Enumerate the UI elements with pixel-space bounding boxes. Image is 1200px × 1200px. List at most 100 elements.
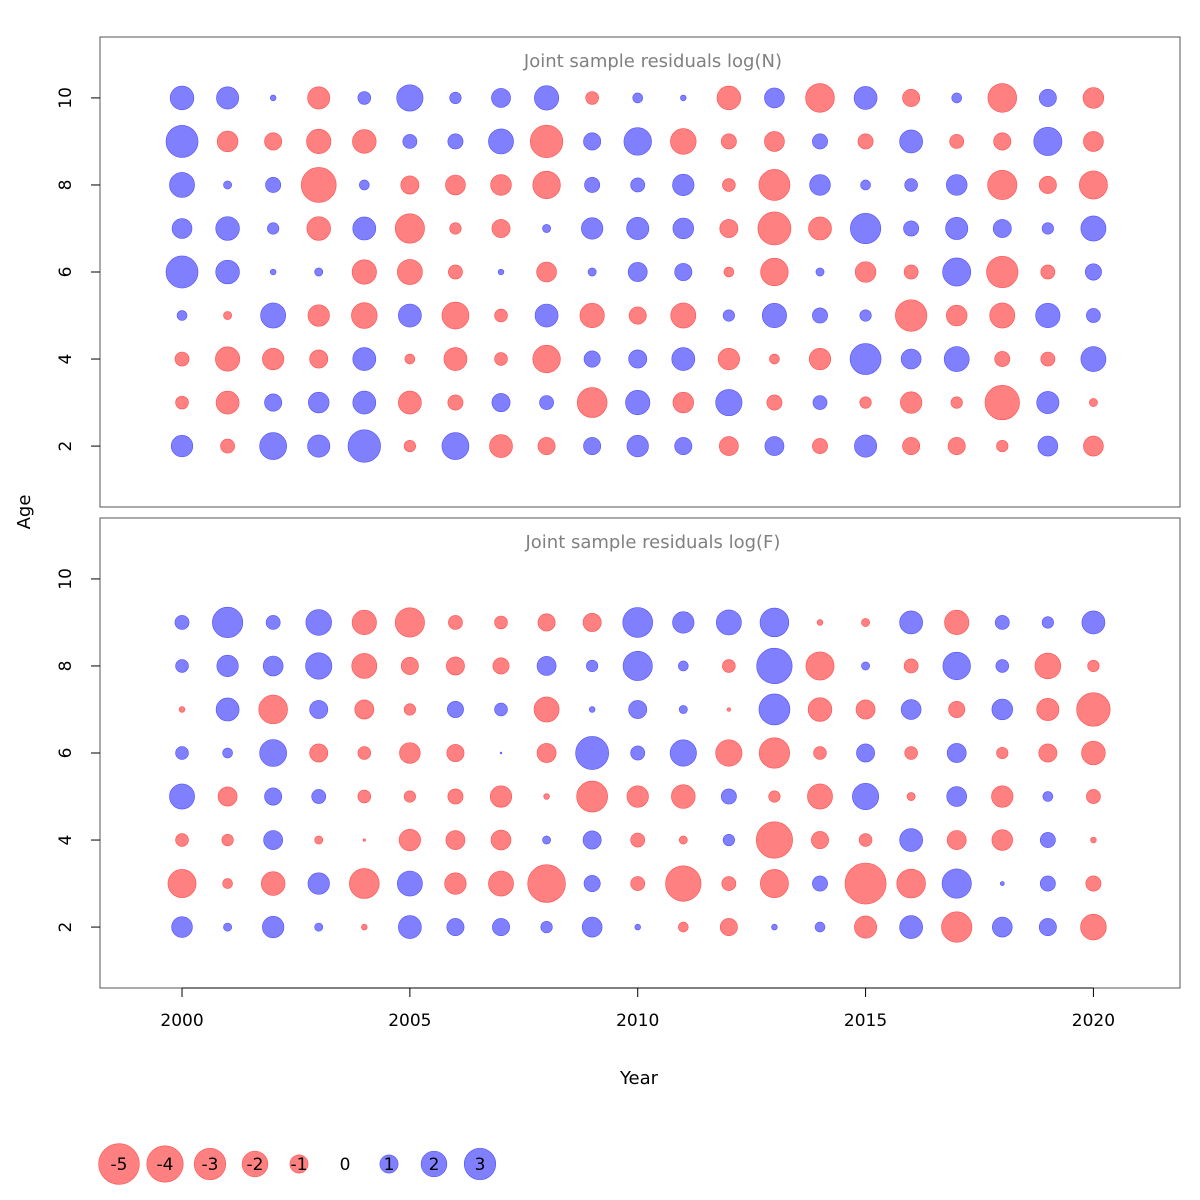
bubble xyxy=(680,94,687,102)
bubble xyxy=(947,437,966,456)
bubble xyxy=(527,864,566,903)
bubble xyxy=(269,94,277,102)
bubble xyxy=(309,700,329,719)
bubble xyxy=(991,829,1013,851)
bubble xyxy=(217,786,238,807)
bubble xyxy=(855,699,876,720)
bubble xyxy=(400,657,419,675)
legend-item: -1 xyxy=(289,1154,309,1175)
bubble xyxy=(808,216,832,241)
bubble xyxy=(1090,836,1097,844)
bubble xyxy=(991,785,1014,808)
bubble xyxy=(222,878,233,889)
legend-label: 0 xyxy=(340,1155,351,1175)
bubble xyxy=(576,780,608,813)
legend-bubble xyxy=(241,1150,269,1178)
bubble xyxy=(216,654,239,678)
bubble xyxy=(305,609,332,636)
legend-label: 3 xyxy=(475,1155,486,1175)
bubble xyxy=(444,872,467,895)
bubble xyxy=(941,911,973,943)
bubble xyxy=(398,390,422,415)
bubble xyxy=(622,650,653,681)
bubble xyxy=(989,302,1016,329)
bubble xyxy=(1039,875,1056,892)
bubble xyxy=(1034,652,1062,680)
bubble xyxy=(1085,875,1102,892)
bubble xyxy=(352,390,377,415)
bubble xyxy=(402,134,418,149)
bubble xyxy=(585,91,599,105)
bubble xyxy=(995,659,1010,673)
bubble xyxy=(856,743,875,763)
bubble xyxy=(494,352,508,366)
bubble xyxy=(1089,398,1098,407)
bubble xyxy=(946,174,968,196)
bubble xyxy=(263,830,284,850)
bubble xyxy=(499,751,503,755)
bubble xyxy=(632,92,644,104)
bubble xyxy=(308,391,330,414)
bubble xyxy=(314,835,324,845)
legend-label: -5 xyxy=(111,1155,128,1175)
bubble xyxy=(859,309,872,322)
bubble xyxy=(987,83,1017,113)
bubble xyxy=(722,833,735,847)
bubble xyxy=(812,395,828,410)
bubble xyxy=(628,306,647,325)
bubble xyxy=(1036,698,1060,721)
y-tick-label: 10 xyxy=(56,568,76,590)
bubble xyxy=(1083,131,1104,152)
bubble xyxy=(542,224,551,233)
legend-label: -4 xyxy=(157,1155,174,1175)
bubble xyxy=(946,743,967,763)
bubble xyxy=(311,789,327,804)
bubble xyxy=(811,831,829,849)
bubble xyxy=(586,659,599,673)
bubble xyxy=(861,661,870,671)
legend-item: -2 xyxy=(241,1150,269,1178)
bubble xyxy=(626,435,649,458)
bubble xyxy=(716,85,742,111)
bubble xyxy=(449,222,462,235)
bubble xyxy=(536,656,557,676)
panel-title: Joint sample residuals log(F) xyxy=(524,532,780,553)
bubble xyxy=(1083,435,1104,457)
bubble xyxy=(174,351,190,367)
legend-bubble xyxy=(193,1147,227,1181)
bubble xyxy=(809,174,831,196)
y-tick-label: 4 xyxy=(56,835,76,846)
bubble xyxy=(583,132,602,151)
bubble xyxy=(726,707,731,712)
bubble xyxy=(904,178,918,192)
bubble xyxy=(722,178,736,192)
bubble xyxy=(812,133,828,150)
legend-bubble xyxy=(420,1150,448,1178)
legend-bubble xyxy=(98,1143,140,1185)
bubble xyxy=(351,302,378,329)
bubble xyxy=(399,742,421,764)
x-axis: 2000 2005 2010 2015 2020 xyxy=(160,987,1115,1031)
bubble xyxy=(670,128,697,155)
bubble xyxy=(165,125,199,158)
bubble xyxy=(807,697,833,722)
bubble xyxy=(587,267,597,277)
bubble xyxy=(900,391,923,414)
bubble xyxy=(949,134,965,149)
bubble xyxy=(169,85,195,111)
bubble xyxy=(171,916,193,938)
bubble xyxy=(394,213,425,244)
bubble xyxy=(446,918,465,937)
bubble xyxy=(674,437,693,456)
bubble xyxy=(396,84,424,112)
bubble xyxy=(176,310,188,321)
bubble xyxy=(764,87,785,109)
bubble xyxy=(582,613,602,632)
bubble xyxy=(494,702,508,717)
size-legend: -5 -4 -3 -2 -1 0 1 2 3 xyxy=(98,1143,497,1185)
bubble xyxy=(1082,87,1105,109)
bubble xyxy=(309,743,329,763)
bubble xyxy=(307,304,330,327)
bubble xyxy=(167,869,197,898)
bubble xyxy=(626,217,650,240)
